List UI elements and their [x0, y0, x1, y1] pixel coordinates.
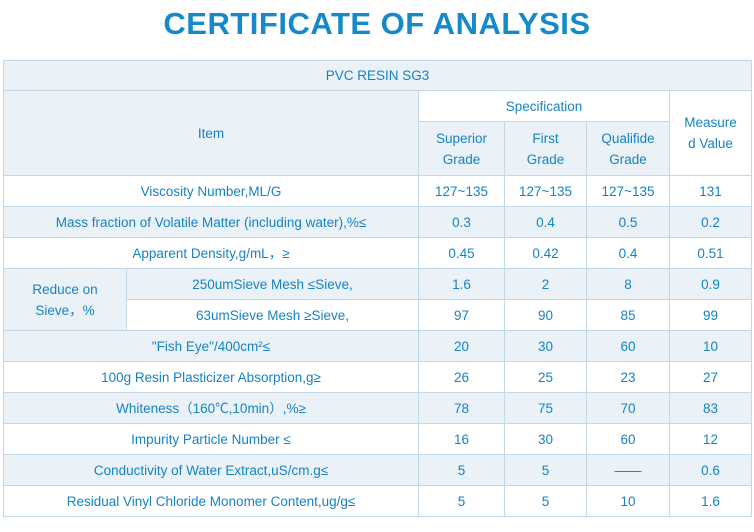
measured-value-cell: 27 [668, 361, 753, 393]
item-cell: Conductivity of Water Extract,uS/cm.g≤ [3, 454, 419, 486]
sieve-label: Reduce on Sieve，% [3, 268, 127, 331]
measured-value-cell: 0.9 [668, 268, 753, 300]
item-cell: "Fish Eye"/400cm²≤ [3, 330, 419, 362]
measured-value-cell: 10 [668, 330, 753, 362]
first-grade-cell: 0.4 [504, 206, 587, 238]
superior-grade-cell: 78 [418, 392, 505, 424]
qualified-grade-cell: 60 [586, 423, 670, 455]
first-grade-cell: 0.42 [504, 237, 587, 269]
item-cell: Apparent Density,g/mL，≥ [3, 237, 419, 269]
first-grade-header: First Grade [504, 121, 587, 176]
table-row: Conductivity of Water Extract,uS/cm.g≤ 5 5… [3, 454, 753, 486]
measured-value-cell: 83 [668, 392, 753, 424]
first-grade-cell: 25 [504, 361, 587, 393]
first-grade-cell: 30 [504, 423, 587, 455]
qualified-grade-header: Qualifide Grade [586, 121, 670, 176]
qualified-grade-cell: 0.4 [586, 237, 670, 269]
table-row: Viscosity Number,ML/G 127~135 127~135 127~1… [3, 175, 753, 207]
superior-grade-cell: 0.3 [418, 206, 505, 238]
qualified-grade-cell: 8 [586, 268, 670, 300]
first-grade-cell: 2 [504, 268, 587, 300]
item-cell: Impurity Particle Number ≤ [3, 423, 419, 455]
document-title: CERTIFICATE OF ANALYSIS [163, 6, 591, 41]
superior-grade-cell: 20 [418, 330, 505, 362]
qualified-grade-cell: 0.5 [586, 206, 670, 238]
specification-header: Specification [418, 90, 670, 122]
item-cell: Mass fraction of Volatile Matter (includ… [3, 206, 419, 238]
first-grade-cell: 5 [504, 485, 587, 517]
first-grade-cell: 75 [504, 392, 587, 424]
item-cell: Whiteness（160℃,10min）,%≥ [3, 392, 419, 424]
measured-value-cell: 131 [668, 175, 753, 207]
header-row-2: Superior Grade First Grade Qualifide Grade [4, 121, 752, 176]
first-grade-cell: 5 [504, 454, 587, 486]
superior-grade-cell: 26 [418, 361, 505, 393]
qualified-grade-cell: 60 [586, 330, 670, 362]
table-row: Whiteness（160℃,10min）,%≥ 78 75 70 83 [3, 392, 753, 424]
first-grade-cell: 30 [504, 330, 587, 362]
item-cell: 100g Resin Plasticizer Absorption,g≥ [3, 361, 419, 393]
item-cell: Residual Vinyl Chloride Monomer Content,… [3, 485, 419, 517]
measured-value-cell: 99 [668, 299, 753, 331]
qualified-grade-cell: 85 [586, 299, 670, 331]
header-row-1: Item Specification Measure d Value [3, 90, 753, 176]
qualified-grade-cell: —— [586, 454, 670, 486]
superior-grade-header: Superior Grade [418, 121, 505, 176]
table-row: 100g Resin Plasticizer Absorption,g≥ 26 25… [3, 361, 753, 393]
measured-value-cell: 0.51 [668, 237, 753, 269]
first-grade-cell: 127~135 [504, 175, 587, 207]
measured-value-cell: 0.2 [668, 206, 753, 238]
qualified-grade-cell: 10 [586, 485, 670, 517]
superior-grade-cell: 0.45 [418, 237, 505, 269]
product-name: PVC RESIN SG3 [2, 60, 753, 91]
analysis-table: PVC RESIN SG3 Item Specification Measure… [2, 60, 753, 517]
qualified-grade-cell: 127~135 [586, 175, 670, 207]
superior-grade-cell: 127~135 [418, 175, 505, 207]
table-row: Mass fraction of Volatile Matter (includ… [3, 206, 753, 238]
measured-value-cell: 0.6 [668, 454, 753, 486]
superior-grade-cell: 5 [418, 485, 505, 517]
measured-value-cell: 1.6 [668, 485, 753, 517]
superior-grade-cell: 5 [418, 454, 505, 486]
item-cell: 250umSieve Mesh ≤Sieve, [126, 268, 419, 300]
item-cell: 63umSieve Mesh ≥Sieve, [126, 299, 419, 331]
table-row: Residual Vinyl Chloride Monomer Content,… [3, 485, 753, 517]
qualified-grade-cell: 70 [586, 392, 670, 424]
superior-grade-cell: 97 [418, 299, 505, 331]
qualified-grade-cell: 23 [586, 361, 670, 393]
first-grade-cell: 90 [504, 299, 587, 331]
table-row: Apparent Density,g/mL，≥ 0.45 0.42 0.4 0.51 [3, 237, 753, 269]
item-header: Item [3, 90, 419, 176]
superior-grade-cell: 16 [418, 423, 505, 455]
measured-value-cell: 12 [668, 423, 753, 455]
superior-grade-cell: 1.6 [418, 268, 505, 300]
table-row: 63umSieve Mesh ≥Sieve, 97 90 85 99 [4, 299, 753, 331]
measured-value-header: Measure d Value [668, 90, 753, 176]
table-row: "Fish Eye"/400cm²≤ 20 30 60 10 [3, 330, 753, 362]
product-row: PVC RESIN SG3 [2, 60, 753, 91]
table-row: Reduce on Sieve，% 250umSieve Mesh ≤Sieve,… [3, 268, 753, 331]
item-cell: Viscosity Number,ML/G [3, 175, 419, 207]
table-row: Impurity Particle Number ≤16 30 60 12 [3, 423, 753, 455]
